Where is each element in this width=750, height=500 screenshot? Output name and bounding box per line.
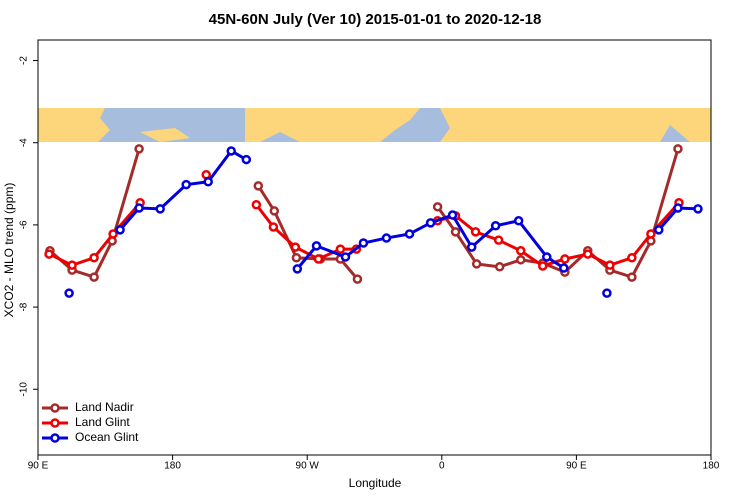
data-point xyxy=(470,227,481,237)
map-strip xyxy=(38,108,711,142)
series-line xyxy=(118,148,248,231)
data-point xyxy=(67,260,77,270)
data-point xyxy=(471,259,482,269)
data-point xyxy=(516,246,526,256)
series-line xyxy=(257,185,359,281)
data-point xyxy=(494,262,505,272)
y-tick-label: -8 xyxy=(19,302,30,311)
data-point xyxy=(335,244,346,254)
data-point xyxy=(64,288,74,298)
y-tick-label: -6 xyxy=(19,220,30,229)
data-point xyxy=(447,210,458,220)
y-tick-label: -10 xyxy=(19,382,30,397)
data-point xyxy=(241,154,252,165)
data-point xyxy=(513,216,524,226)
data-point xyxy=(559,263,569,273)
series-line xyxy=(436,148,680,279)
data-point xyxy=(466,242,477,252)
data-point xyxy=(673,203,683,213)
data-point xyxy=(654,225,664,235)
data-point xyxy=(693,204,703,214)
data-point xyxy=(340,252,351,262)
x-tick-label: 90 E xyxy=(566,461,587,472)
data-point xyxy=(311,241,322,251)
data-point xyxy=(89,253,99,263)
data-point xyxy=(203,177,213,187)
data-point xyxy=(155,204,165,214)
data-point xyxy=(450,227,461,237)
data-point xyxy=(290,242,301,252)
data-point xyxy=(134,203,144,213)
data-point xyxy=(627,253,637,263)
data-point xyxy=(358,238,369,248)
data-point xyxy=(89,272,99,282)
x-tick-label: 90 E xyxy=(28,461,49,472)
data-point xyxy=(292,264,303,274)
data-point xyxy=(352,274,363,284)
data-point xyxy=(583,249,593,259)
y-tick-label: -2 xyxy=(19,56,30,65)
y-tick-label: -4 xyxy=(19,138,30,147)
data-point xyxy=(673,144,683,154)
data-point xyxy=(313,254,324,264)
x-tick-label: 90 W xyxy=(296,461,320,472)
y-axis-label: XCO2 - MLO trend (ppm) xyxy=(2,183,16,318)
data-point xyxy=(605,260,615,270)
data-point xyxy=(490,220,501,231)
legend-marker xyxy=(50,403,60,413)
data-point xyxy=(44,249,54,259)
data-point xyxy=(627,272,637,282)
legend-text: Ocean Glint xyxy=(75,430,139,444)
legend-text: Land Glint xyxy=(75,415,130,429)
data-point xyxy=(404,229,415,239)
x-tick-label: 0 xyxy=(439,461,445,472)
legend-marker xyxy=(50,418,60,428)
data-point xyxy=(432,202,443,212)
data-point xyxy=(646,229,656,239)
data-point xyxy=(268,222,279,232)
data-point xyxy=(181,179,191,190)
data-point xyxy=(602,288,612,298)
data-point xyxy=(251,200,262,210)
data-point xyxy=(538,261,548,271)
data-point xyxy=(560,254,570,264)
data-point xyxy=(516,255,526,265)
data-point xyxy=(381,233,392,243)
legend-marker xyxy=(50,433,60,443)
data-point xyxy=(493,235,504,245)
data-point xyxy=(134,144,144,154)
x-tick-label: 180 xyxy=(164,461,181,472)
data-point xyxy=(425,218,436,228)
data-point xyxy=(269,206,280,216)
data-point xyxy=(226,146,236,156)
data-point xyxy=(291,253,302,263)
legend-text: Land Nadir xyxy=(75,400,134,414)
chart-title: 45N-60N July (Ver 10) 2015-01-01 to 2020… xyxy=(209,11,542,28)
data-point xyxy=(542,252,552,262)
x-tick-label: 180 xyxy=(703,461,720,472)
data-point xyxy=(115,225,125,235)
x-axis-label: Longitude xyxy=(349,476,402,490)
data-point xyxy=(253,181,264,191)
plot-frame xyxy=(37,39,712,456)
data-point xyxy=(108,229,118,239)
